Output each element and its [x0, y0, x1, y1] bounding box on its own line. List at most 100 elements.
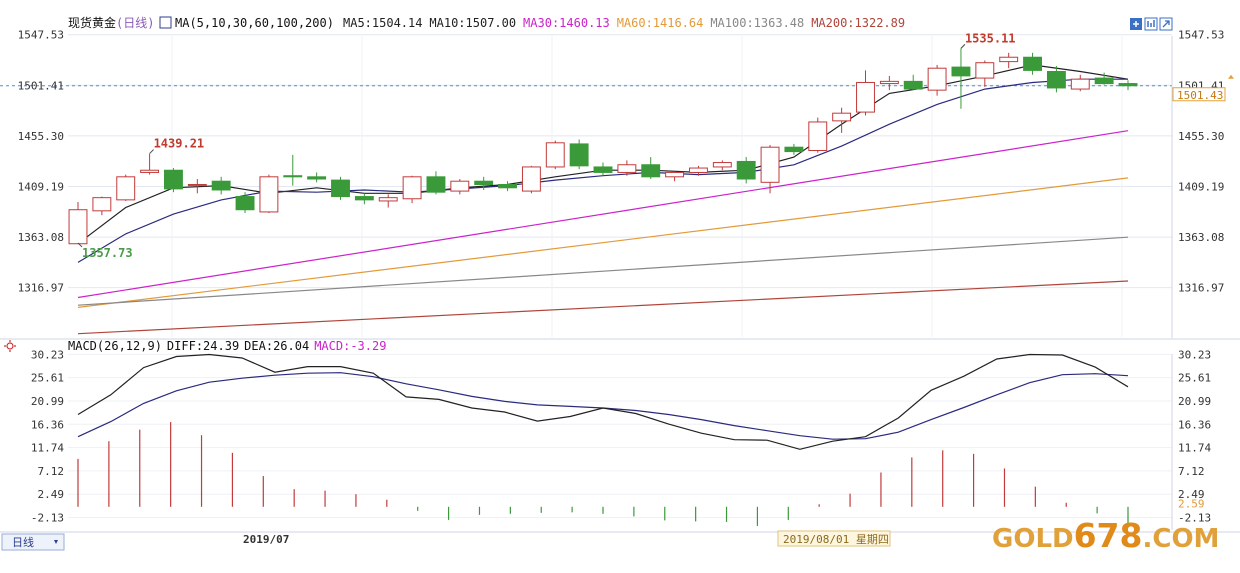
- ma-legend-icon: [159, 16, 172, 29]
- candle-body-up: [68, 209, 88, 245]
- macd-tick-label-left: 20.99: [31, 395, 64, 408]
- ma-legend-value: MA200:1322.89: [811, 16, 905, 30]
- candle[interactable]: [1046, 66, 1066, 93]
- candle[interactable]: [354, 193, 374, 205]
- candle-body-down: [784, 146, 804, 153]
- ma-legend-value: MA30:1460.13: [523, 16, 610, 30]
- candle-body-up: [879, 80, 899, 85]
- candle-body-up: [545, 142, 565, 168]
- candle[interactable]: [164, 168, 183, 193]
- candle[interactable]: [879, 75, 899, 91]
- candle-body-up: [808, 121, 828, 151]
- candle-body-up: [617, 164, 637, 173]
- candle[interactable]: [689, 165, 708, 176]
- high-label: 1439.21: [154, 137, 205, 151]
- candle-body-up: [140, 169, 160, 173]
- candle[interactable]: [617, 160, 637, 176]
- candle[interactable]: [259, 174, 279, 214]
- candlesticks[interactable]: [68, 48, 1138, 245]
- candle[interactable]: [474, 176, 494, 190]
- price-tick-label-right: 1316.97: [1178, 282, 1224, 295]
- candle-body-down: [641, 164, 661, 178]
- candle[interactable]: [211, 176, 231, 195]
- candle[interactable]: [665, 171, 685, 182]
- candle[interactable]: [331, 176, 350, 200]
- toolbar[interactable]: [1130, 17, 1173, 31]
- candle[interactable]: [140, 153, 160, 175]
- candle-body-down: [1023, 56, 1042, 71]
- candle[interactable]: [760, 145, 780, 194]
- current-price-tag: [1172, 87, 1226, 102]
- candle[interactable]: [92, 196, 112, 216]
- price-tick-label-left: 1501.41: [18, 79, 64, 92]
- candle[interactable]: [1023, 52, 1042, 75]
- candle-body-up: [450, 180, 470, 192]
- price-tick-label-left: 1409.19: [18, 180, 64, 193]
- candle[interactable]: [712, 160, 732, 171]
- candle[interactable]: [903, 74, 923, 91]
- arrow-up-icon: [1228, 74, 1234, 79]
- price-tick-label-right: 1409.19: [1178, 180, 1224, 193]
- candle[interactable]: [832, 107, 852, 133]
- macd-tick-label-right: 11.74: [1178, 442, 1211, 455]
- candle[interactable]: [641, 157, 661, 180]
- candle[interactable]: [569, 139, 589, 170]
- annotation-pointer: [149, 149, 154, 154]
- candle[interactable]: [378, 194, 398, 208]
- candle-body-down: [951, 66, 971, 77]
- period-button[interactable]: 日线: [1, 533, 65, 551]
- high-label: 1535.11: [965, 31, 1016, 45]
- candle[interactable]: [521, 165, 541, 194]
- macd-tick-label-right: -2.13: [1178, 512, 1211, 525]
- ma-legend-value: MA100:1363.48: [710, 16, 804, 30]
- candle[interactable]: [1070, 74, 1090, 92]
- cursor-date-box: 2019/08/01 星期四: [777, 530, 891, 547]
- ma-spec: MA(5,10,30,60,100,200): [175, 16, 334, 30]
- candle[interactable]: [307, 172, 327, 183]
- candle[interactable]: [1094, 72, 1114, 85]
- price-axis-left: 1547.53 1501.41 1455.30 1409.19 1363.08 1316.…: [18, 29, 64, 295]
- candle[interactable]: [784, 143, 804, 155]
- candle[interactable]: [951, 48, 971, 109]
- candle[interactable]: [808, 117, 828, 153]
- candle-body-down: [235, 196, 255, 211]
- macd-tick-label-right: 30.23: [1178, 348, 1211, 361]
- candle-body-down: [736, 160, 756, 180]
- macd-tick-label-right: 20.99: [1178, 395, 1211, 408]
- price-tick-label-left: 1455.30: [18, 130, 64, 143]
- ma-legend: MA(5,10,30,60,100,200) MA5:1504.14 MA10:1…: [159, 16, 905, 30]
- annotation-pointer: [77, 242, 83, 248]
- candle[interactable]: [593, 162, 613, 176]
- candle[interactable]: [187, 179, 207, 194]
- macd-gear-icon[interactable]: [4, 340, 16, 352]
- candle[interactable]: [68, 202, 88, 245]
- candle[interactable]: [999, 52, 1019, 69]
- candle[interactable]: [1118, 80, 1138, 91]
- candle-body-down: [211, 180, 231, 191]
- candle[interactable]: [498, 181, 517, 192]
- macd-tick-label-left: 2.49: [38, 488, 65, 501]
- candle-body-down: [331, 179, 350, 198]
- candle[interactable]: [426, 171, 446, 195]
- candle[interactable]: [235, 192, 255, 214]
- candle[interactable]: [856, 70, 875, 116]
- candle[interactable]: [283, 154, 303, 186]
- candle[interactable]: [402, 175, 422, 204]
- price-annotations: 1439.21 1357.73 1535.11: [77, 31, 1016, 260]
- candle-body-down: [903, 80, 923, 90]
- candle-body-up: [927, 67, 947, 91]
- candle-body-up: [975, 62, 995, 79]
- candle[interactable]: [975, 60, 995, 87]
- candle[interactable]: [545, 140, 565, 170]
- candle[interactable]: [736, 157, 756, 184]
- candle-body-up: [259, 176, 279, 213]
- cursor-date: 2019/08/01 星期四: [783, 533, 889, 546]
- macd-diff: DIFF:24.39: [167, 339, 239, 353]
- candle[interactable]: [450, 179, 470, 195]
- candle[interactable]: [927, 64, 947, 96]
- candle[interactable]: [116, 174, 136, 201]
- candle-body-up: [521, 166, 541, 192]
- price-tick-label-left: 1316.97: [18, 282, 64, 295]
- candle-body-down: [164, 169, 183, 190]
